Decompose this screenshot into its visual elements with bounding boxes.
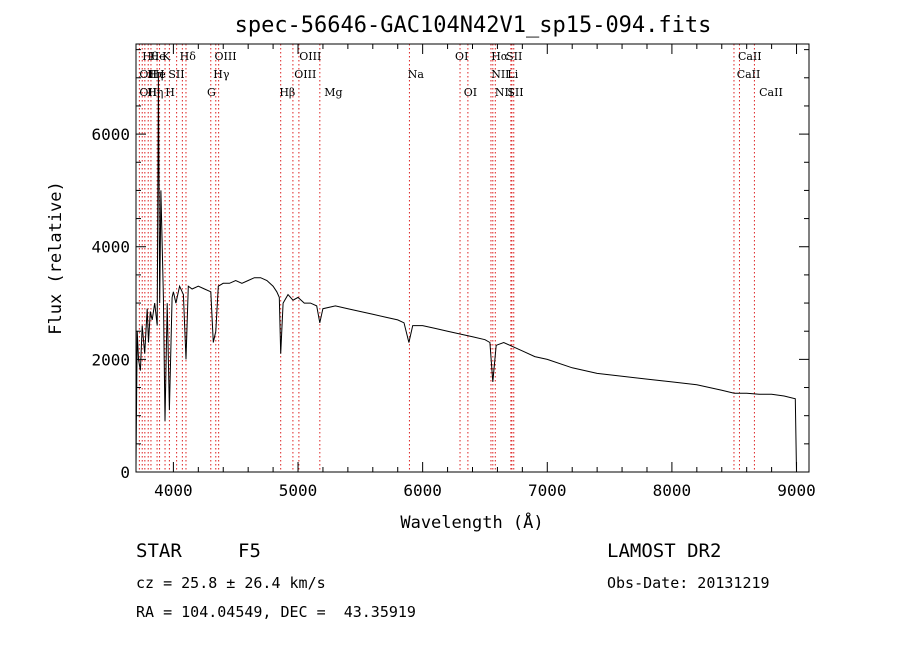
x-axis-label: Wavelength (Å) <box>400 511 543 533</box>
x-tick-label-3: 7000 <box>528 481 567 500</box>
plot-frame <box>135 43 810 473</box>
line-label-16: OIII <box>299 50 321 63</box>
line-label-8: I <box>160 68 164 81</box>
line-label-10: SII <box>168 68 184 81</box>
line-label-9: H <box>165 86 175 99</box>
x-tick-label-2: 6000 <box>403 481 442 500</box>
line-label-5: He <box>150 50 166 63</box>
axis-ticks <box>136 44 809 473</box>
chart-title: spec-56646-GAC104N42V1_sp15-094.fits <box>235 13 712 38</box>
obs-date: Obs-Date: 20131219 <box>607 574 770 592</box>
line-label-21: OI <box>464 86 477 99</box>
y-tick-label-0: 0 <box>120 463 130 482</box>
line-label-7: K <box>162 50 171 63</box>
y-tick-label-3: 6000 <box>91 125 130 144</box>
axis-tick-labels: 4000 5000 6000 7000 8000 9000 0 2000 4000 6000 <box>91 125 815 500</box>
spectrum-line <box>135 77 797 473</box>
line-label-14: G <box>207 86 216 99</box>
x-tick-label-1: 5000 <box>279 481 318 500</box>
object-class: STAR <box>136 540 182 562</box>
line-label-29: CaII <box>737 68 761 81</box>
line-label-24: NII <box>491 68 509 81</box>
line-label-27: SII <box>507 86 523 99</box>
line-label-23: SII <box>506 50 522 63</box>
spectral-line-markers <box>138 44 755 472</box>
redshift-info: cz = 25.8 ± 26.4 km/s <box>136 574 326 592</box>
object-subclass: F5 <box>238 540 261 562</box>
line-label-28: CaII <box>738 50 762 63</box>
line-label-2: OII <box>139 86 157 99</box>
y-axis-label: Flux (relative) <box>46 181 66 335</box>
line-label-1: OII <box>139 68 157 81</box>
survey-name: LAMOST DR2 <box>607 540 722 562</box>
line-label-6: He <box>150 68 166 81</box>
line-label-15: Hβ <box>279 86 295 99</box>
line-label-3: Hη <box>147 68 163 81</box>
line-label-26: NII <box>495 86 513 99</box>
x-tick-label-5: 9000 <box>777 481 816 500</box>
line-label-19: Na <box>408 68 425 81</box>
line-label-0: Hθ <box>142 50 159 63</box>
y-tick-label-2: 4000 <box>91 238 130 257</box>
line-label-12: OIII <box>215 50 237 63</box>
line-label-17: OIII <box>294 68 316 81</box>
line-label-25: Li <box>507 68 518 81</box>
line-label-20: OI <box>455 50 468 63</box>
line-label-13: Hγ <box>213 68 230 81</box>
line-label-11: Hδ <box>180 50 197 63</box>
x-tick-label-4: 8000 <box>653 481 692 500</box>
coordinates-info: RA = 104.04549, DEC = 43.35919 <box>136 603 416 621</box>
x-tick-label-0: 4000 <box>154 481 193 500</box>
y-tick-label-1: 2000 <box>91 350 130 369</box>
line-label-22: Hα <box>491 50 509 63</box>
line-label-18: Mg <box>324 86 342 99</box>
line-label-4: Hη <box>147 86 163 99</box>
line-label-30: CaII <box>759 86 783 99</box>
